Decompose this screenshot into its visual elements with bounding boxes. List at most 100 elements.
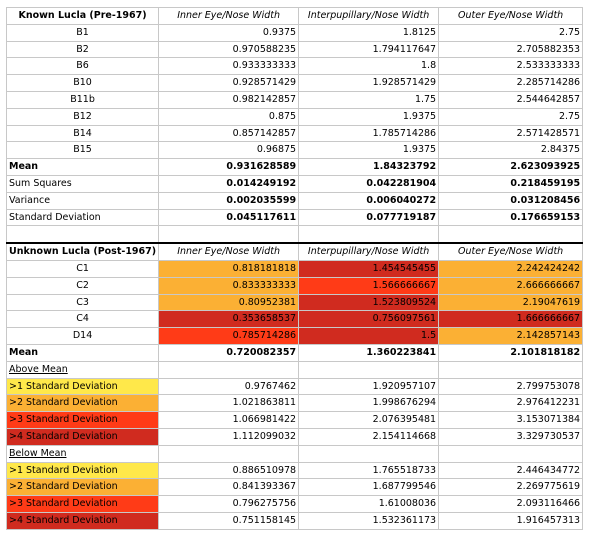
threshold-value[interactable]: 0.796275756 [158,495,300,513]
threshold-label[interactable]: >2 Standard Deviation [5,394,160,413]
unknown-title[interactable]: Unknown Lucla (Post-1967) [5,242,160,261]
stat-value[interactable]: 0.931628589 [158,158,300,176]
threshold-value[interactable]: 1.021863811 [158,394,300,413]
sample-label[interactable]: B15 [5,141,160,160]
value-cell[interactable]: 1.785714286 [298,124,440,143]
threshold-label[interactable]: >4 Standard Deviation [5,427,160,446]
empty-cell[interactable] [158,360,300,379]
threshold-value[interactable]: 0.9767462 [158,377,300,396]
threshold-label[interactable]: >4 Standard Deviation [5,511,160,530]
sample-label[interactable]: B10 [5,74,160,92]
value-cell[interactable]: 2.242424242 [438,259,584,278]
column-header[interactable]: Interpupillary/Nose Width [298,7,440,25]
value-cell[interactable]: 0.933333333 [158,57,300,76]
threshold-value[interactable]: 1.532361173 [298,511,440,530]
below-mean-title[interactable]: Below Mean [5,444,160,463]
stat-value[interactable]: 0.042281904 [298,174,440,193]
value-cell[interactable]: 2.84375 [438,141,584,160]
value-cell[interactable]: 0.96875 [158,141,300,160]
threshold-label[interactable]: >1 Standard Deviation [5,377,160,396]
value-cell[interactable]: 2.666666667 [438,276,584,295]
threshold-label[interactable]: >3 Standard Deviation [5,495,160,513]
threshold-value[interactable]: 3.153071384 [438,411,584,429]
threshold-value[interactable]: 2.976412231 [438,394,584,413]
value-cell[interactable]: 1.523809524 [298,293,440,312]
stat-value[interactable]: 1.84323792 [298,158,440,176]
threshold-value[interactable]: 1.998676294 [298,394,440,413]
empty-cell[interactable] [438,444,584,463]
value-cell[interactable]: 2.75 [438,23,584,42]
stat-label[interactable]: Standard Deviation [5,208,160,227]
value-cell[interactable]: 0.928571429 [158,74,300,92]
threshold-value[interactable]: 0.751158145 [158,511,300,530]
value-cell[interactable]: 2.285714286 [438,74,584,92]
stat-value[interactable]: 0.014249192 [158,174,300,193]
threshold-value[interactable]: 1.112099032 [158,427,300,446]
mean-value[interactable]: 0.720082357 [158,343,300,362]
empty-cell[interactable] [438,225,584,244]
column-header[interactable]: Interpupillary/Nose Width [298,242,440,261]
threshold-label[interactable]: >3 Standard Deviation [5,411,160,429]
threshold-value[interactable]: 1.920957107 [298,377,440,396]
above-mean-title[interactable]: Above Mean [5,360,160,379]
sample-label[interactable]: C3 [5,293,160,312]
stat-label[interactable]: Sum Squares [5,174,160,193]
value-cell[interactable]: 0.353658537 [158,310,300,329]
threshold-value[interactable]: 2.446434772 [438,461,584,480]
stat-value[interactable]: 0.218459195 [438,174,584,193]
value-cell[interactable]: 1.794117647 [298,40,440,59]
threshold-value[interactable]: 1.61008036 [298,495,440,513]
threshold-value[interactable]: 3.329730537 [438,427,584,446]
stat-value[interactable]: 0.077719187 [298,208,440,227]
threshold-value[interactable]: 0.886510978 [158,461,300,480]
threshold-value[interactable]: 1.687799546 [298,478,440,497]
column-header[interactable]: Inner Eye/Nose Width [158,7,300,25]
threshold-value[interactable]: 2.154114668 [298,427,440,446]
empty-cell[interactable] [158,444,300,463]
value-cell[interactable]: 0.857142857 [158,124,300,143]
value-cell[interactable]: 2.705882353 [438,40,584,59]
threshold-value[interactable]: 2.799753078 [438,377,584,396]
known-title[interactable]: Known Lucla (Pre-1967) [5,7,160,25]
threshold-label[interactable]: >2 Standard Deviation [5,478,160,497]
empty-cell[interactable] [438,360,584,379]
value-cell[interactable]: 2.544642857 [438,90,584,109]
value-cell[interactable]: 1.666666667 [438,310,584,329]
threshold-value[interactable]: 0.841393367 [158,478,300,497]
sample-label[interactable]: C2 [5,276,160,295]
value-cell[interactable]: 0.80952381 [158,293,300,312]
sample-label[interactable]: B2 [5,40,160,59]
threshold-value[interactable]: 2.093116466 [438,495,584,513]
column-header[interactable]: Outer Eye/Nose Width [438,7,584,25]
value-cell[interactable]: 1.5 [298,327,440,345]
stat-value[interactable]: 0.002035599 [158,191,300,210]
value-cell[interactable]: 1.8125 [298,23,440,42]
column-header[interactable]: Inner Eye/Nose Width [158,242,300,261]
value-cell[interactable]: 2.19047619 [438,293,584,312]
sample-label[interactable]: C4 [5,310,160,329]
value-cell[interactable]: 2.142857143 [438,327,584,345]
empty-cell[interactable] [298,225,440,244]
value-cell[interactable]: 0.9375 [158,23,300,42]
sample-label[interactable]: B1 [5,23,160,42]
value-cell[interactable]: 1.9375 [298,141,440,160]
value-cell[interactable]: 2.571428571 [438,124,584,143]
threshold-value[interactable]: 1.916457313 [438,511,584,530]
value-cell[interactable]: 0.756097561 [298,310,440,329]
value-cell[interactable]: 0.833333333 [158,276,300,295]
stat-value[interactable]: 0.006040272 [298,191,440,210]
empty-cell[interactable] [298,444,440,463]
empty-cell[interactable] [5,225,160,244]
sample-label[interactable]: D14 [5,327,160,345]
column-header[interactable]: Outer Eye/Nose Width [438,242,584,261]
mean-label[interactable]: Mean [5,343,160,362]
mean-value[interactable]: 1.360223841 [298,343,440,362]
stat-value[interactable]: 2.623093925 [438,158,584,176]
empty-cell[interactable] [158,225,300,244]
sample-label[interactable]: B12 [5,107,160,126]
value-cell[interactable]: 1.928571429 [298,74,440,92]
value-cell[interactable]: 2.75 [438,107,584,126]
empty-cell[interactable] [298,360,440,379]
mean-value[interactable]: 2.101818182 [438,343,584,362]
stat-value[interactable]: 0.045117611 [158,208,300,227]
